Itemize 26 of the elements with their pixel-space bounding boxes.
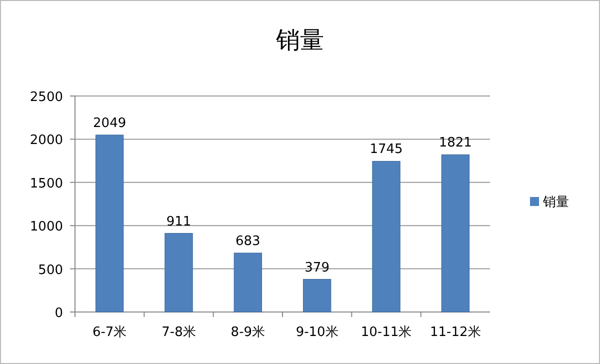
data-label: 1821 xyxy=(438,136,472,151)
x-tick-label: 9-10米 xyxy=(296,325,338,340)
y-tick-label: 1500 xyxy=(30,176,63,192)
data-label: 379 xyxy=(304,260,330,276)
x-tick-label: 6-7米 xyxy=(92,325,127,340)
data-label: 683 xyxy=(236,234,260,249)
data-label: 2049 xyxy=(93,116,126,131)
y-tick-label: 2500 xyxy=(30,90,63,105)
bar xyxy=(372,160,400,312)
x-tick-label: 10-11米 xyxy=(360,325,412,340)
x-tick-label: 7-8米 xyxy=(162,325,196,340)
y-tick-label: 500 xyxy=(38,262,63,278)
bar xyxy=(303,279,332,312)
bar xyxy=(441,154,470,312)
data-label: 1745 xyxy=(370,142,403,158)
y-tick-label: 2000 xyxy=(30,133,63,148)
bar xyxy=(234,252,262,312)
title: 销量 xyxy=(276,26,324,54)
legend-label: 销量 xyxy=(542,195,569,210)
y-tick-label: 0 xyxy=(54,306,63,321)
x-tick-label: 11-12米 xyxy=(430,325,481,340)
data-label: 911 xyxy=(166,214,192,230)
bar xyxy=(96,134,124,312)
y-tick-label: 1000 xyxy=(30,220,63,235)
bar xyxy=(164,233,193,312)
x-tick-label: 8-9米 xyxy=(230,325,266,340)
